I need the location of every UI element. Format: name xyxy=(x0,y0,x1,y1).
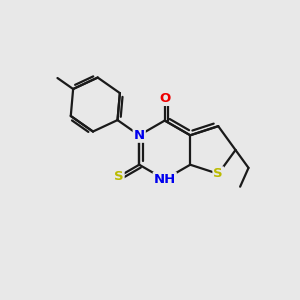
Text: S: S xyxy=(114,170,124,183)
Text: N: N xyxy=(134,129,145,142)
Text: S: S xyxy=(213,167,223,180)
Text: NH: NH xyxy=(154,173,176,186)
Text: O: O xyxy=(159,92,170,105)
